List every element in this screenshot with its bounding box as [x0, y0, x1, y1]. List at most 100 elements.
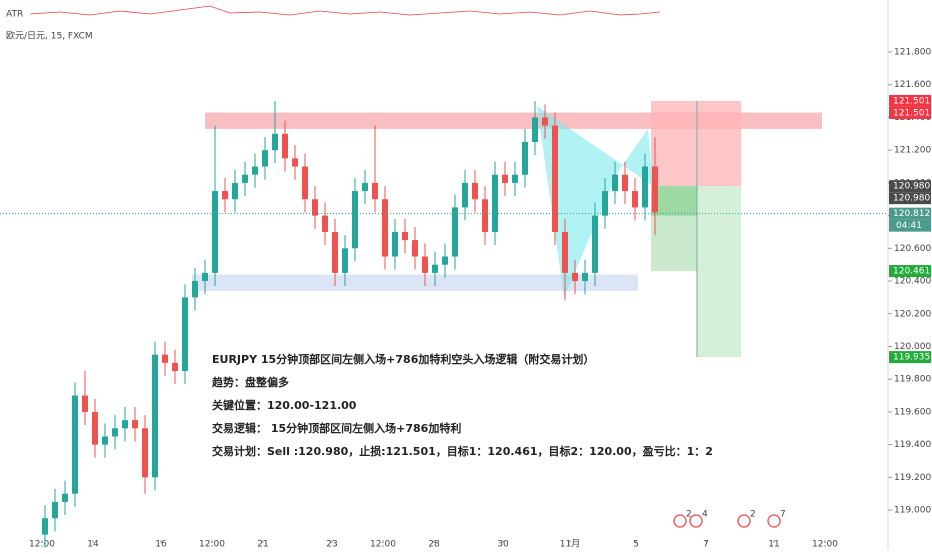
candle-body	[462, 182, 468, 208]
x-tick-label: 12:00	[199, 540, 225, 550]
event-icon[interactable]	[689, 514, 703, 528]
zone	[651, 186, 697, 216]
candle-body	[632, 191, 638, 208]
y-tick-label: 120.400	[894, 277, 931, 287]
candle-body	[282, 133, 288, 159]
candle-body	[342, 248, 348, 273]
price-tag-label: 120.461	[893, 267, 930, 277]
x-tick-label: 7	[703, 540, 709, 550]
y-tick-label: 119.600	[894, 407, 931, 417]
x-tick-label: 21	[257, 540, 268, 550]
price-tag	[889, 180, 931, 193]
y-tick-label: 119.200	[894, 473, 931, 483]
candle-body	[202, 272, 208, 282]
candle-body	[252, 166, 258, 175]
countdown-bg	[889, 219, 931, 232]
y-tick-label: 120.200	[894, 309, 931, 319]
event-icon[interactable]	[673, 514, 687, 528]
price-tag-label: 119.935	[893, 353, 930, 363]
countdown: 04:41	[896, 221, 922, 231]
event-icon[interactable]	[767, 514, 781, 528]
candle-body	[412, 240, 418, 257]
candle-body	[512, 174, 518, 183]
candle-body	[492, 174, 498, 232]
candle-body	[522, 141, 528, 175]
candle-body	[132, 420, 138, 429]
x-tick-label: 30	[497, 540, 509, 550]
candle-body	[372, 182, 378, 200]
candle-body	[392, 231, 398, 257]
candle-body	[222, 191, 228, 200]
price-tag	[889, 351, 931, 364]
x-tick-label: 12:00	[370, 540, 396, 550]
candle-body	[582, 272, 588, 282]
price-tag	[889, 265, 931, 278]
price-tag-label: 120.980	[893, 194, 930, 204]
x-tick-label: 11	[768, 540, 779, 550]
candle-body	[152, 354, 158, 478]
candle-body	[442, 256, 448, 265]
candle-body	[542, 117, 548, 126]
x-tick-label: 12:00	[29, 540, 55, 550]
x-tick-label: 23	[326, 540, 337, 550]
candle-body	[602, 191, 608, 216]
price-tag	[889, 192, 931, 205]
candle-body	[592, 215, 598, 273]
candle-body	[82, 395, 88, 412]
price-tag	[889, 207, 931, 220]
y-tick-label: 121.600	[894, 80, 931, 90]
candle-body	[502, 174, 508, 183]
x-tick-label: 16	[155, 540, 167, 550]
candle-body	[532, 117, 538, 142]
candle-body	[62, 493, 68, 502]
candle-body	[182, 297, 188, 372]
candle-body	[242, 174, 248, 183]
y-tick-label: 119.400	[894, 440, 931, 450]
candle-body	[552, 125, 558, 232]
x-tick-label: 12:00	[812, 540, 838, 550]
y-tick-label: 119.000	[894, 506, 931, 516]
candle-body	[362, 182, 368, 192]
annotation-line: 交易计划：Sell :120.980，止损:121.501，目标1：120.46…	[212, 444, 713, 458]
candle-body	[652, 166, 658, 213]
indicator-label: ATR	[6, 10, 23, 20]
candle-body	[612, 174, 618, 192]
candle-body	[352, 191, 358, 249]
candle-body	[102, 436, 108, 445]
x-tick-label: 14	[87, 540, 99, 550]
candle-body	[142, 428, 148, 478]
candle-body	[382, 199, 388, 257]
annotation-line: 交易逻辑： 15分钟顶部区间左侧入场+786加特利	[212, 421, 461, 435]
candle-body	[232, 182, 238, 200]
event-count: 4	[702, 510, 708, 520]
candle-body	[402, 231, 408, 241]
event-icon[interactable]	[737, 514, 751, 528]
candle-body	[212, 191, 218, 273]
candle-body	[332, 231, 338, 273]
annotation-line: 关键位置：120.00-121.00	[212, 398, 357, 412]
y-tick-label: 121.800	[894, 48, 931, 58]
y-tick-label: 119.800	[894, 375, 931, 385]
annotation-line: EURJPY 15分钟顶部区间左侧入场+786加特利空头入场逻辑（附交易计划）	[212, 352, 594, 366]
candle-body	[472, 182, 478, 200]
candle-body	[272, 133, 278, 151]
event-count: 2	[686, 510, 692, 520]
candle-body	[322, 215, 328, 232]
candle-body	[72, 395, 78, 494]
price-tag-label: 120.812	[893, 209, 930, 219]
symbol-label: 欧元/日元, 15, FXCM	[6, 30, 93, 42]
candle-body	[292, 158, 298, 167]
candle-body	[482, 199, 488, 232]
y-tick-label: 120.000	[894, 342, 931, 352]
candle-body	[42, 518, 48, 535]
event-count: 7	[780, 510, 786, 520]
candle-body	[192, 281, 198, 298]
price-tag	[889, 106, 931, 119]
atr-line	[29, 5, 661, 16]
price-tag-label: 121.501	[893, 96, 930, 106]
candle-body	[112, 428, 118, 437]
candle-body	[572, 272, 578, 282]
candle-body	[172, 362, 178, 372]
zone	[651, 100, 741, 187]
